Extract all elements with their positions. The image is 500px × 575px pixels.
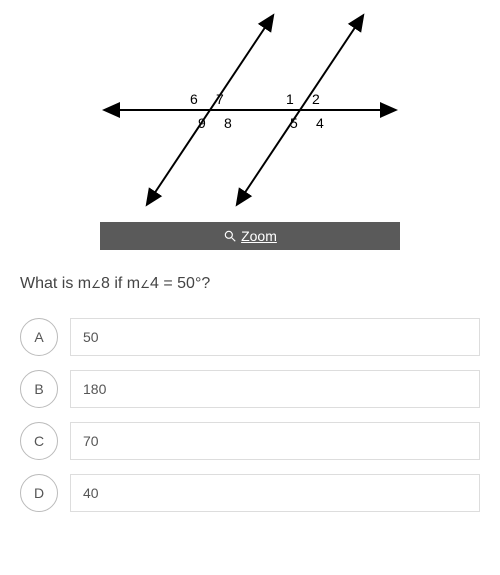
choice-text-a: 50	[70, 318, 480, 356]
zoom-button[interactable]: Zoom	[100, 222, 400, 250]
angle-label-6: 6	[190, 91, 198, 107]
question-prefix: What is m	[20, 275, 91, 292]
angle-label-7: 7	[216, 91, 224, 107]
angles-diagram: 6 7 9 8 1 2 5 4	[90, 10, 410, 210]
choices-list: A 50 B 180 C 70 D 40	[20, 318, 480, 512]
angle-label-5: 5	[290, 115, 298, 131]
choice-a[interactable]: A 50	[20, 318, 480, 356]
question-text: What is m∠8 if m∠4 = 50°?	[20, 275, 480, 293]
question-suffix: = 50°?	[159, 275, 210, 292]
choice-letter-b: B	[20, 370, 58, 408]
choice-d[interactable]: D 40	[20, 474, 480, 512]
question-mid: if m	[110, 275, 140, 292]
choice-c[interactable]: C 70	[20, 422, 480, 460]
angle-label-8: 8	[224, 115, 232, 131]
diagram-container: 6 7 9 8 1 2 5 4	[20, 10, 480, 210]
angle-num-2: 4	[150, 275, 159, 292]
choice-text-c: 70	[70, 422, 480, 460]
choice-b[interactable]: B 180	[20, 370, 480, 408]
zoom-icon	[223, 229, 237, 243]
angle-label-9: 9	[198, 115, 206, 131]
zoom-label: Zoom	[241, 228, 277, 244]
choice-letter-c: C	[20, 422, 58, 460]
angle-num-1: 8	[101, 275, 110, 292]
angle-label-2: 2	[312, 91, 320, 107]
choice-text-b: 180	[70, 370, 480, 408]
angle-symbol-1: ∠	[91, 279, 101, 291]
angle-label-1: 1	[286, 91, 294, 107]
choice-letter-a: A	[20, 318, 58, 356]
angle-symbol-2: ∠	[140, 279, 150, 291]
choice-letter-d: D	[20, 474, 58, 512]
choice-text-d: 40	[70, 474, 480, 512]
angle-label-4: 4	[316, 115, 324, 131]
